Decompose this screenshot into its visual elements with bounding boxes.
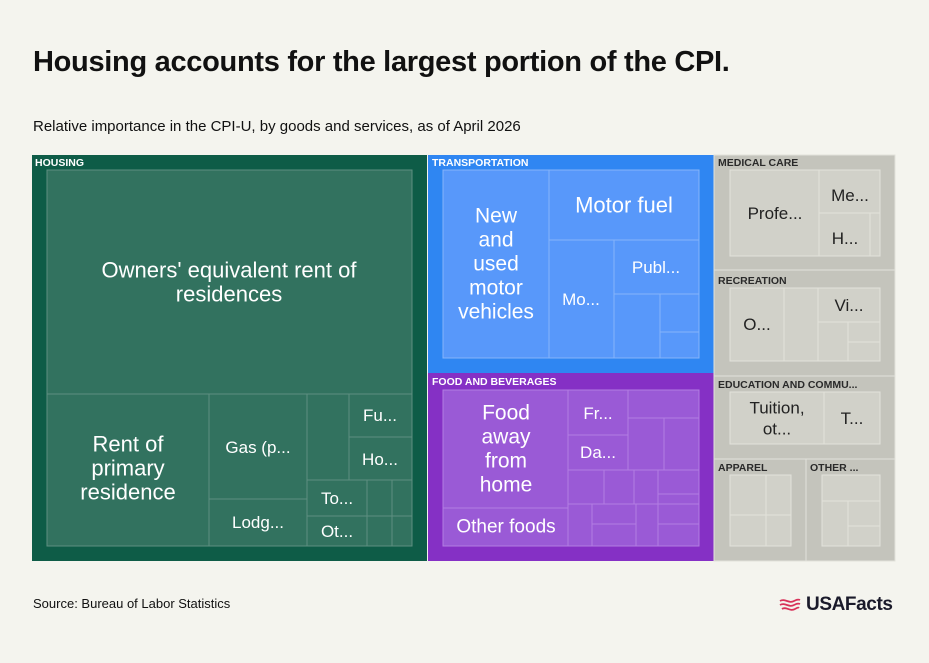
housing-tile-lodg (208, 498, 308, 547)
apparel-tile-1 (729, 474, 767, 516)
label-to: To... (321, 489, 353, 508)
housing-tile-rent-of-primary-residence (46, 393, 210, 547)
logo-text: USAFacts (806, 594, 893, 615)
label-rent-of-primary-residence: Rent of primary residence (80, 432, 175, 505)
transportation-tile-motor-fuel (548, 169, 700, 241)
food-tile-small-9 (567, 503, 593, 547)
label-t: T... (841, 409, 864, 428)
medical-tile-small-1 (869, 212, 881, 257)
label-vi: Vi... (835, 296, 864, 315)
flag-swoosh-icon (779, 598, 801, 611)
group-label-food: FOOD AND BEVERAGES (432, 376, 556, 388)
transportation-tile-mo (548, 239, 615, 359)
other-tile-1 (821, 474, 881, 502)
source-note: Source: Bureau of Labor Statistics (33, 596, 231, 611)
label-da: Da... (580, 443, 616, 462)
food-tile-small-13 (657, 503, 700, 525)
recreation-tile-small-1 (783, 287, 819, 362)
usafacts-logo: USAFacts (779, 591, 893, 619)
other-tile-3 (847, 500, 881, 527)
food-tile-small-14 (657, 523, 700, 547)
label-fr: Fr... (583, 404, 612, 423)
label-owners-equivalent-rent-of-residences: Owners' equivalent rent of residences (102, 258, 358, 307)
label-tuition-ot: Tuition, ot... (749, 398, 804, 438)
medical-tile-profe (729, 169, 820, 257)
food-tile-small-1 (627, 389, 700, 419)
transportation-tile-publ (613, 239, 700, 295)
recreation-tile-small-3 (847, 321, 881, 343)
label-me: Me... (831, 186, 869, 205)
label-ho: Ho... (362, 450, 398, 469)
medical-tile-me (818, 169, 881, 214)
group-label-other: OTHER ... (810, 462, 859, 474)
food-tile-small-12 (635, 503, 659, 547)
medical-tile-h (818, 212, 871, 257)
label-o: O... (743, 315, 770, 334)
food-tile-other-foods (442, 507, 569, 547)
housing-tile-ot (306, 515, 368, 547)
housing-tile-gas-p (208, 393, 308, 500)
label-mo: Mo... (562, 290, 600, 309)
label-food-away-from-home: Food away from home (480, 401, 533, 496)
housing-tile-owners-equivalent-rent-of-residences (46, 169, 413, 395)
label-ot: Ot... (321, 522, 353, 541)
education-tile-t (823, 391, 881, 445)
food-tile-small-7 (657, 469, 700, 495)
food-tile-da (567, 434, 629, 471)
label-new-and-used-motor-vehicles: New and used motor vehicles (458, 204, 534, 323)
food-tile-small-8 (657, 493, 700, 505)
apparel-tile-3 (729, 514, 767, 547)
education-tile-tuition-ot (729, 391, 825, 445)
group-label-recreation: RECREATION (718, 275, 787, 287)
label-h: H... (832, 229, 858, 248)
food-tile-fr (567, 389, 629, 436)
chart-title: Housing accounts for the largest portion… (33, 46, 730, 78)
apparel-tile-4 (765, 514, 792, 547)
group-label-apparel: APPAREL (718, 462, 768, 474)
chart-subtitle: Relative importance in the CPI-U, by goo… (33, 118, 521, 135)
housing-tile-small-5 (391, 515, 413, 547)
food-tile-small-3 (663, 417, 700, 471)
food-tile-small-5 (603, 469, 635, 505)
food-tile-small-11 (591, 523, 637, 547)
transportation-tile-small-1 (613, 293, 661, 359)
apparel-tile-2 (765, 474, 792, 516)
food-tile-small-6 (633, 469, 659, 505)
recreation-tile-small-2 (817, 321, 849, 362)
label-gas-p: Gas (p... (225, 438, 290, 457)
transportation-tile-small-2 (659, 293, 700, 333)
housing-tile-small-1 (306, 393, 350, 481)
label-profe: Profe... (748, 204, 803, 223)
transportation-tile-small-3 (659, 331, 700, 359)
housing-tile-small-2 (366, 479, 393, 517)
label-publ: Publ... (632, 258, 680, 277)
housing-tile-small-3 (391, 479, 413, 517)
group-label-education: EDUCATION AND COMMU... (718, 379, 857, 391)
label-motor-fuel: Motor fuel (575, 193, 673, 218)
recreation-tile-vi (817, 287, 881, 323)
transportation-tile-new-and-used-motor-vehicles (442, 169, 550, 359)
food-tile-small-2 (627, 417, 665, 471)
group-label-medical-care: MEDICAL CARE (718, 157, 798, 169)
food-tile-small-4 (567, 469, 605, 505)
label-lodg: Lodg... (232, 513, 284, 532)
housing-tile-fu (348, 393, 413, 438)
other-tile-4 (847, 525, 881, 547)
group-label-transportation: TRANSPORTATION (432, 157, 528, 169)
food-tile-small-10 (591, 503, 637, 525)
label-fu: Fu... (363, 406, 397, 425)
other-tile-2 (821, 500, 849, 547)
label-other-foods: Other foods (456, 517, 555, 538)
group-label-housing: HOUSING (35, 157, 84, 169)
housing-tile-small-4 (366, 515, 393, 547)
recreation-tile-small-4 (847, 341, 881, 362)
